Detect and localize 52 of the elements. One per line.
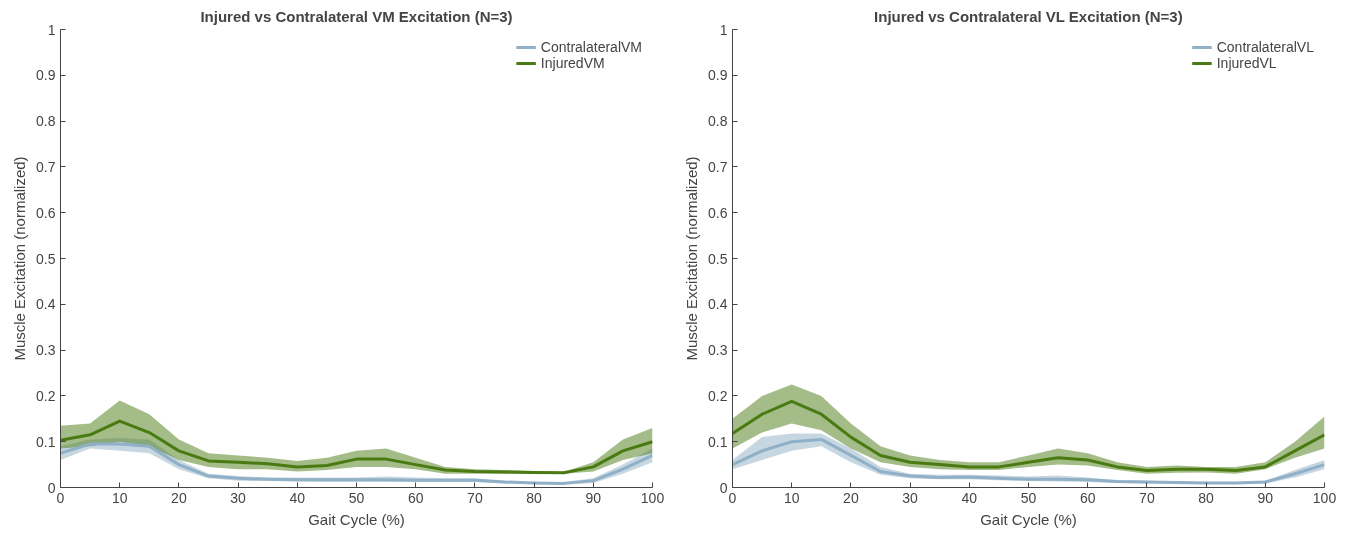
x-tick-label: 60 <box>407 489 424 506</box>
legend-label: ContralateralVL <box>1216 39 1314 55</box>
y-tick-label: 1 <box>719 21 728 38</box>
y-tick-label: 0.1 <box>36 433 56 450</box>
y-tick-label: 0.9 <box>708 67 728 84</box>
x-tick-label: 40 <box>289 489 306 506</box>
chart-title: Injured vs Contralateral VL Excitation (N=3) <box>874 7 1183 25</box>
y-tick-label: 0.7 <box>36 158 56 175</box>
y-tick-label: 0.6 <box>36 204 56 221</box>
x-tick-label: 90 <box>585 489 602 506</box>
legend-label: InjuredVM <box>540 55 605 71</box>
y-tick-label: 1 <box>47 21 56 38</box>
x-tick-label: 100 <box>640 489 665 506</box>
line-series <box>60 419 653 475</box>
x-axis-title: Gait Cycle (%) <box>308 510 405 528</box>
x-tick-label: 30 <box>230 489 247 506</box>
x-tick-label: 50 <box>1020 489 1037 506</box>
y-tick-label: 0.9 <box>36 67 56 84</box>
x-tick-label: 20 <box>843 489 859 506</box>
x-tick-label: 70 <box>467 489 483 506</box>
legend-label: ContralateralVM <box>540 39 642 55</box>
legend-label: InjuredVL <box>1216 55 1277 71</box>
y-tick-label: 0.2 <box>708 387 728 404</box>
y-tick-label: 0.2 <box>36 387 56 404</box>
line-series <box>732 399 1325 473</box>
y-tick-label: 0.1 <box>708 433 728 450</box>
y-tick-label: 0.3 <box>36 342 56 359</box>
x-tick-label: 30 <box>902 489 919 506</box>
x-tick-label: 100 <box>1312 489 1337 506</box>
x-tick-label: 40 <box>961 489 978 506</box>
x-tick-label: 10 <box>783 489 800 506</box>
x-axis-title: Gait Cycle (%) <box>980 510 1077 528</box>
y-tick-label: 0.4 <box>708 296 728 313</box>
y-tick-label: 0.4 <box>36 296 56 313</box>
y-axis-title: Muscle Excitation (normalized) <box>11 156 29 361</box>
x-tick-label: 10 <box>111 489 128 506</box>
x-tick-label: 80 <box>526 489 543 506</box>
x-tick-label: 70 <box>1139 489 1155 506</box>
y-tick-label: 0.5 <box>708 250 728 267</box>
y-tick-label: 0.8 <box>708 113 728 130</box>
x-tick-label: 20 <box>171 489 187 506</box>
x-tick-label: 60 <box>1079 489 1096 506</box>
x-tick-label: 90 <box>1257 489 1274 506</box>
y-tick-label: 0.8 <box>36 113 56 130</box>
y-tick-label: 0.3 <box>708 342 728 359</box>
y-tick-label: 0.7 <box>708 158 728 175</box>
x-tick-label: 80 <box>1198 489 1215 506</box>
y-axis-title: Muscle Excitation (normalized) <box>683 156 701 361</box>
y-tick-label: 0.5 <box>36 250 56 267</box>
x-tick-label: 50 <box>348 489 365 506</box>
chart-title: Injured vs Contralateral VM Excitation (N=3) <box>200 7 513 25</box>
y-tick-label: 0.6 <box>708 204 728 221</box>
